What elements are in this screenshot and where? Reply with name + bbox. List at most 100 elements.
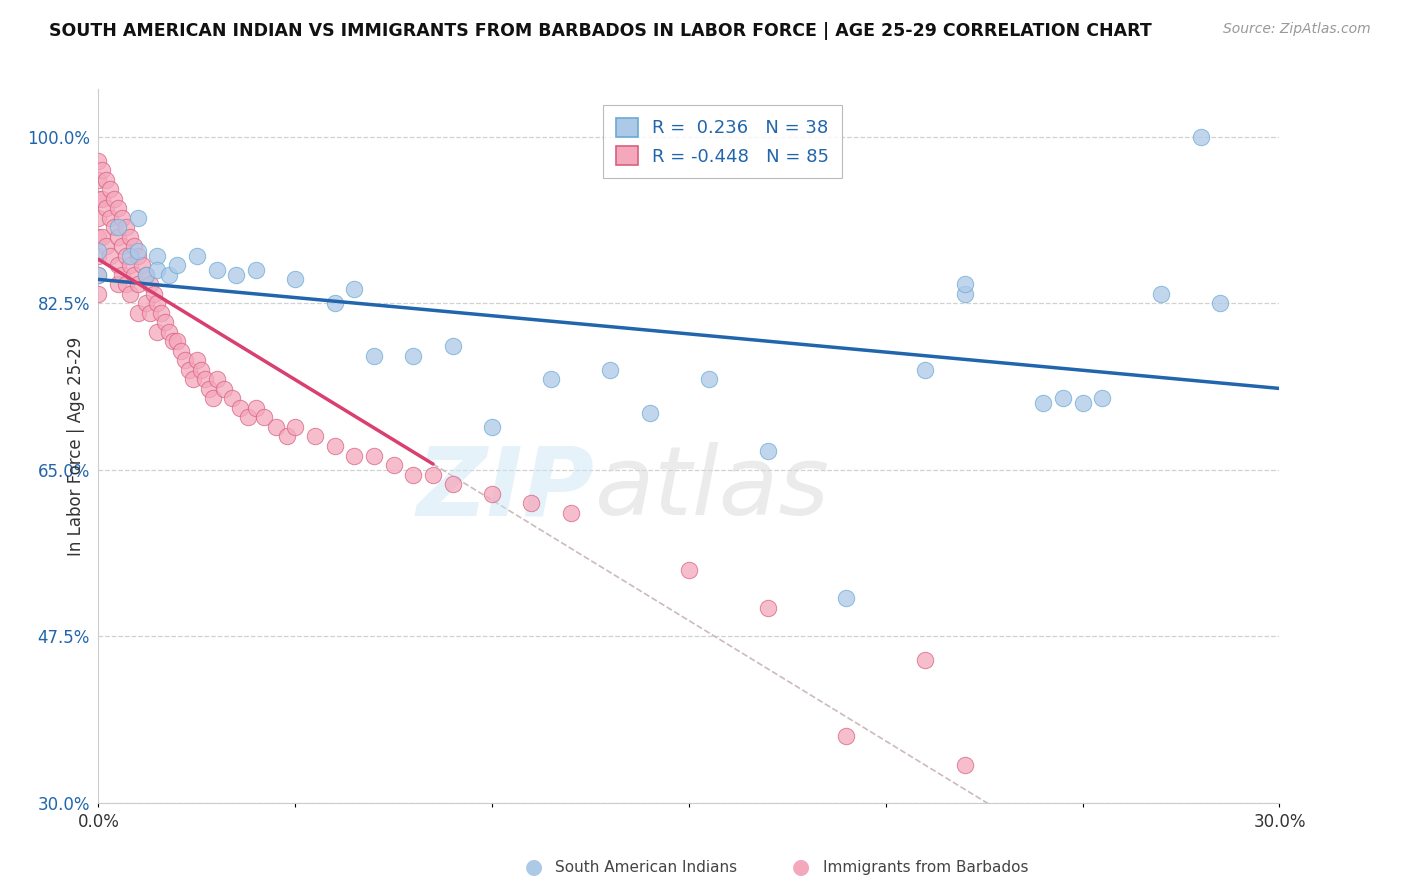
Point bbox=[186, 249, 208, 263]
Point bbox=[304, 429, 326, 443]
Point bbox=[953, 757, 976, 772]
Point bbox=[197, 382, 219, 396]
Point bbox=[264, 420, 287, 434]
Point bbox=[135, 268, 157, 282]
Point bbox=[118, 229, 141, 244]
Point bbox=[118, 249, 141, 263]
Point bbox=[91, 163, 114, 178]
Point bbox=[87, 244, 110, 258]
Point bbox=[1209, 296, 1232, 310]
Point bbox=[107, 229, 129, 244]
Point bbox=[236, 410, 259, 425]
Point bbox=[127, 306, 149, 320]
Point bbox=[229, 401, 252, 415]
Point bbox=[276, 429, 298, 443]
Point bbox=[1150, 286, 1173, 301]
Point bbox=[177, 363, 200, 377]
Point bbox=[599, 363, 621, 377]
Point bbox=[422, 467, 444, 482]
Point bbox=[343, 449, 366, 463]
Point bbox=[201, 392, 224, 406]
Point bbox=[87, 268, 110, 282]
Point bbox=[835, 729, 858, 743]
Point bbox=[115, 220, 138, 235]
Point bbox=[87, 286, 110, 301]
Point bbox=[146, 249, 169, 263]
Point bbox=[162, 334, 184, 349]
Point bbox=[155, 315, 177, 329]
Point bbox=[520, 496, 543, 510]
Point bbox=[441, 477, 464, 491]
Point bbox=[363, 449, 385, 463]
Point bbox=[138, 306, 160, 320]
Point bbox=[678, 563, 700, 577]
Point bbox=[127, 211, 149, 225]
Point bbox=[194, 372, 217, 386]
Point bbox=[481, 486, 503, 500]
Point bbox=[756, 600, 779, 615]
Legend: R =  0.236   N = 38, R = -0.448   N = 85: R = 0.236 N = 38, R = -0.448 N = 85 bbox=[603, 105, 842, 178]
Point bbox=[150, 306, 173, 320]
Point bbox=[98, 182, 121, 196]
Point bbox=[107, 258, 129, 272]
Point bbox=[111, 268, 134, 282]
Point bbox=[205, 263, 228, 277]
Point bbox=[127, 244, 149, 258]
Point bbox=[560, 506, 582, 520]
Point bbox=[107, 201, 129, 215]
Point bbox=[87, 172, 110, 186]
Point bbox=[118, 258, 141, 272]
Point bbox=[481, 420, 503, 434]
Point bbox=[135, 268, 157, 282]
Point bbox=[1091, 392, 1114, 406]
Point bbox=[835, 591, 858, 606]
Point bbox=[135, 296, 157, 310]
Point bbox=[122, 268, 145, 282]
Point bbox=[127, 277, 149, 292]
Point bbox=[1032, 396, 1054, 410]
Point bbox=[697, 372, 720, 386]
Point bbox=[146, 325, 169, 339]
Text: ●: ● bbox=[526, 857, 543, 877]
Point bbox=[190, 363, 212, 377]
Point bbox=[107, 220, 129, 235]
Point bbox=[1052, 392, 1074, 406]
Text: SOUTH AMERICAN INDIAN VS IMMIGRANTS FROM BARBADOS IN LABOR FORCE | AGE 25-29 COR: SOUTH AMERICAN INDIAN VS IMMIGRANTS FROM… bbox=[49, 22, 1152, 40]
Point bbox=[96, 239, 118, 253]
Point bbox=[1071, 396, 1094, 410]
Y-axis label: In Labor Force | Age 25-29: In Labor Force | Age 25-29 bbox=[66, 336, 84, 556]
Point bbox=[166, 258, 188, 272]
Point bbox=[96, 201, 118, 215]
Point bbox=[91, 192, 114, 206]
Point bbox=[914, 653, 936, 667]
Point bbox=[225, 268, 247, 282]
Point bbox=[96, 172, 118, 186]
Point bbox=[441, 339, 464, 353]
Point bbox=[181, 372, 204, 386]
Point bbox=[115, 277, 138, 292]
Point bbox=[323, 439, 346, 453]
Text: South American Indians: South American Indians bbox=[555, 860, 738, 874]
Point bbox=[111, 211, 134, 225]
Point bbox=[87, 211, 110, 225]
Point bbox=[87, 192, 110, 206]
Point bbox=[363, 349, 385, 363]
Point bbox=[402, 349, 425, 363]
Point bbox=[1189, 129, 1212, 144]
Point bbox=[118, 286, 141, 301]
Point bbox=[115, 249, 138, 263]
Point bbox=[402, 467, 425, 482]
Point bbox=[146, 296, 169, 310]
Point bbox=[245, 401, 267, 415]
Point bbox=[953, 277, 976, 292]
Point bbox=[914, 363, 936, 377]
Point bbox=[166, 334, 188, 349]
Point bbox=[343, 282, 366, 296]
Point bbox=[174, 353, 197, 368]
Point bbox=[284, 272, 307, 286]
Point bbox=[146, 263, 169, 277]
Point bbox=[103, 220, 125, 235]
Point bbox=[323, 296, 346, 310]
Point bbox=[127, 249, 149, 263]
Point bbox=[221, 392, 243, 406]
